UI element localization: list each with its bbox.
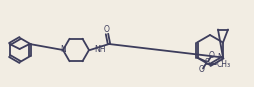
Text: O: O <box>209 51 215 60</box>
Text: CH₃: CH₃ <box>217 60 231 69</box>
Text: S: S <box>204 58 210 67</box>
Text: N: N <box>60 46 66 54</box>
Text: NH: NH <box>94 46 105 54</box>
Text: O: O <box>199 65 205 74</box>
Text: N: N <box>217 53 223 62</box>
Text: O: O <box>104 25 110 35</box>
